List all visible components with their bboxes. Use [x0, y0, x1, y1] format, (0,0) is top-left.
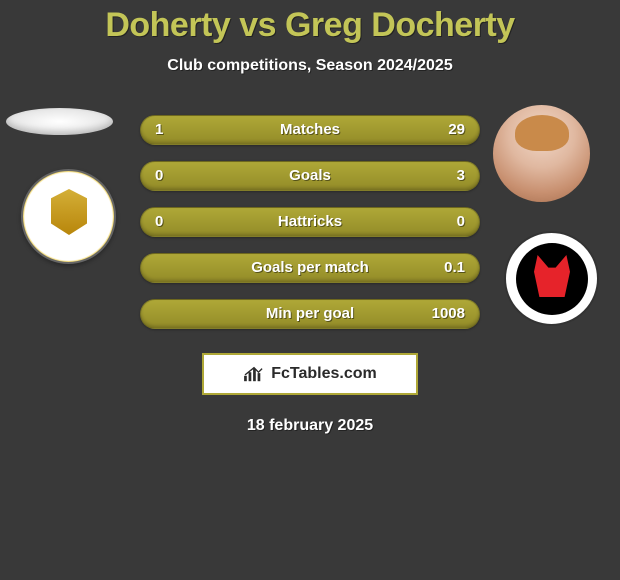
- player-right-avatar: [493, 105, 590, 202]
- stat-label: Min per goal: [141, 305, 479, 322]
- stat-row-matches: 1 Matches 29: [140, 115, 480, 145]
- player-left-avatar: [6, 108, 113, 135]
- bar-chart-icon: [243, 365, 265, 383]
- comparison-subtitle: Club competitions, Season 2024/2025: [0, 57, 620, 75]
- stat-label: Hattricks: [141, 213, 479, 230]
- stat-right-value: 29: [448, 121, 465, 138]
- stat-row-hattricks: 0 Hattricks 0: [140, 207, 480, 237]
- stat-bars: 1 Matches 29 0 Goals 3 0 Hattricks 0 Goa…: [140, 115, 480, 345]
- comparison-body: 1 Matches 29 0 Goals 3 0 Hattricks 0 Goa…: [0, 111, 620, 341]
- stat-right-value: 0: [457, 213, 465, 230]
- stat-right-value: 0.1: [444, 259, 465, 276]
- player-left-club-badge: [21, 169, 116, 264]
- stat-label: Goals per match: [141, 259, 479, 276]
- stat-label: Matches: [141, 121, 479, 138]
- stat-row-goals-per-match: Goals per match 0.1: [140, 253, 480, 283]
- stat-label: Goals: [141, 167, 479, 184]
- comparison-title: Doherty vs Greg Docherty: [0, 0, 620, 45]
- brand-box: FcTables.com: [202, 353, 418, 395]
- player-right-club-badge: [504, 231, 599, 326]
- stat-right-value: 3: [457, 167, 465, 184]
- comparison-date: 18 february 2025: [0, 417, 620, 435]
- brand-label: FcTables.com: [271, 365, 377, 383]
- stat-row-goals: 0 Goals 3: [140, 161, 480, 191]
- stat-row-min-per-goal: Min per goal 1008: [140, 299, 480, 329]
- stat-right-value: 1008: [432, 305, 465, 322]
